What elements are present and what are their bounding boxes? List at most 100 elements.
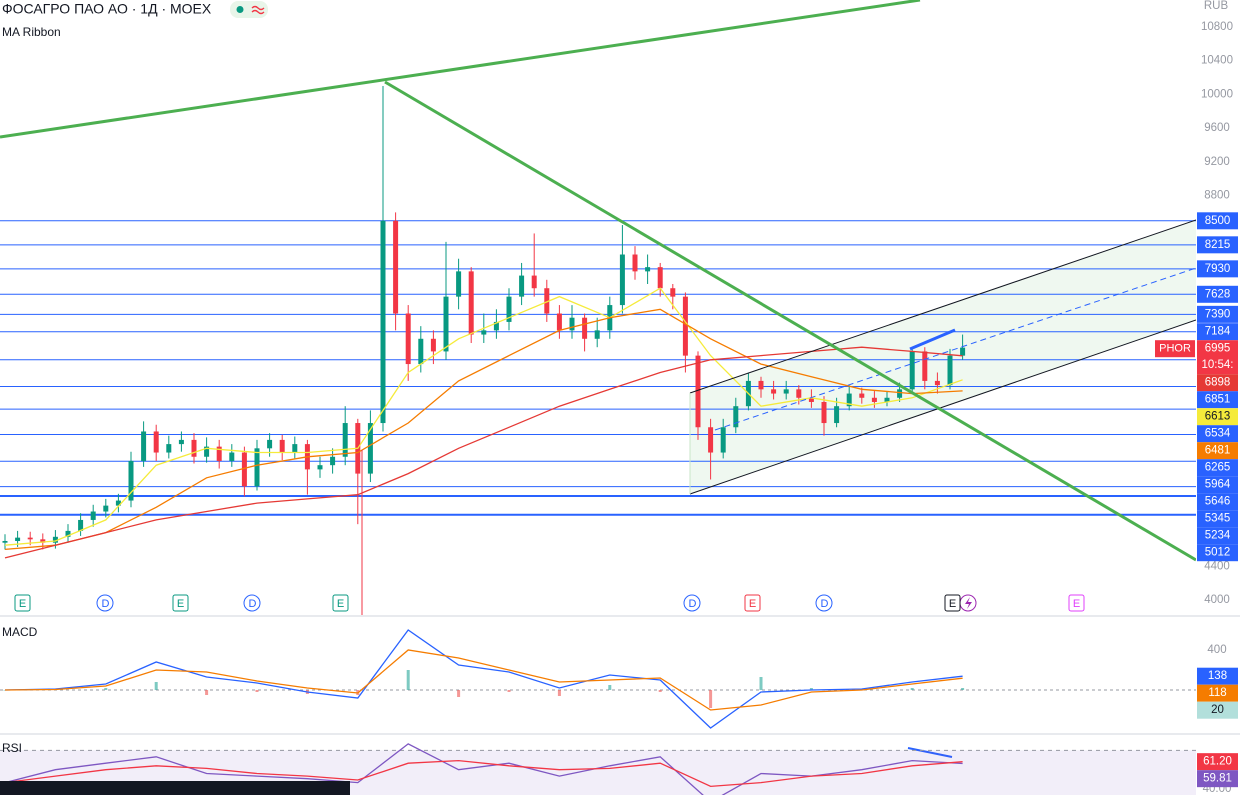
axis-label-bg — [1197, 493, 1238, 511]
histogram-bar — [961, 688, 965, 690]
event-label: E — [749, 598, 756, 610]
candle-body — [330, 456, 336, 466]
split-glyph — [965, 597, 972, 609]
axis-label-bg — [1197, 544, 1238, 562]
axis-label: 5012 — [1205, 547, 1231, 559]
candle-body — [582, 317, 588, 339]
event-label: E — [1073, 598, 1080, 610]
candle-body — [947, 355, 953, 386]
price-pane — [0, 85, 1196, 559]
axis-label-bg — [1197, 340, 1238, 375]
candle-body — [2, 541, 8, 543]
candle-body — [468, 271, 474, 335]
axis-label: 6534 — [1205, 428, 1231, 440]
axis-label: 61.20 — [1203, 756, 1232, 768]
candle-body — [657, 267, 663, 289]
axis-label-bg — [1197, 753, 1238, 771]
axis-label-bg — [1197, 323, 1238, 341]
event-marker — [1068, 594, 1085, 612]
axis-label: 7930 — [1205, 263, 1231, 275]
axis-label: 6265 — [1205, 462, 1231, 474]
event-label: E — [949, 598, 956, 610]
candle-body — [594, 330, 600, 339]
divergence-line — [907, 747, 953, 758]
candle-body — [506, 296, 512, 322]
axis-label: 59.81 — [1203, 773, 1232, 785]
event-marker — [96, 594, 114, 612]
trend-line — [384, 80, 1196, 562]
candle-body — [443, 296, 449, 352]
series-line — [4, 759, 963, 788]
axis-label-bg — [1197, 260, 1238, 278]
candle-body — [430, 338, 436, 352]
candle-body — [846, 393, 852, 407]
histogram-bar — [658, 690, 662, 692]
candle-body — [682, 296, 688, 356]
countdown: 10:54: — [1202, 359, 1234, 371]
y-tick-label: 9600 — [1204, 122, 1230, 134]
y-tick-label: 40.00 — [1203, 783, 1232, 795]
candle-body — [771, 389, 777, 394]
candle-body — [15, 537, 21, 542]
status-icon — [251, 5, 265, 15]
candle-body — [342, 423, 348, 457]
series-line — [4, 743, 963, 795]
candle-body — [544, 288, 550, 314]
candle-body — [934, 380, 940, 386]
candle-body — [317, 465, 323, 470]
candle-body — [141, 431, 147, 461]
axis-label: 7184 — [1205, 326, 1231, 338]
event-marker — [332, 594, 349, 612]
event-marker — [683, 594, 701, 612]
axis-label: 118 — [1208, 687, 1226, 699]
candle-body — [531, 275, 537, 289]
candle-body — [178, 439, 184, 445]
candle-body — [619, 254, 625, 306]
axis-label: 7390 — [1205, 308, 1231, 320]
histogram-bar — [910, 688, 914, 690]
histogram-bar — [457, 690, 461, 697]
candle-body — [103, 505, 109, 512]
series-line — [4, 649, 963, 711]
event-label: E — [337, 598, 344, 610]
axis-label: 5646 — [1205, 496, 1231, 508]
candle-body — [166, 444, 172, 453]
axis-label: 138 — [1208, 670, 1227, 682]
axis-label: 6898 — [1205, 377, 1231, 389]
symbol-tag-bg — [1155, 340, 1195, 358]
candle-body — [871, 397, 877, 402]
candle-body — [922, 351, 928, 381]
candle-body — [204, 446, 210, 457]
axis-label-bg — [1197, 285, 1238, 303]
candle-body — [153, 431, 159, 453]
channel-mid — [714, 267, 1196, 431]
axis-label-bg — [1197, 476, 1238, 494]
axis-label: 5964 — [1205, 479, 1231, 491]
indicator-label: MA Ribbon — [2, 25, 61, 39]
candle-body — [884, 397, 890, 402]
histogram-bar — [104, 688, 108, 690]
y-tick-label: 8800 — [1204, 190, 1230, 202]
event-marker — [172, 594, 189, 612]
series-line — [4, 629, 963, 729]
event-marker — [14, 594, 31, 612]
split-icon — [959, 594, 977, 612]
event-label: D — [821, 598, 829, 610]
candle-body — [796, 389, 802, 398]
event-marker — [815, 594, 833, 612]
candle-body — [708, 427, 714, 453]
divergence-line — [909, 328, 956, 351]
axis-label-bg — [1197, 701, 1238, 719]
candle-body — [52, 536, 58, 543]
axis-label-bg — [1197, 374, 1238, 392]
series-line — [4, 346, 963, 559]
channel-lower — [689, 319, 1196, 495]
currency: RUB — [1204, 0, 1229, 12]
axis-label: 8500 — [1205, 215, 1231, 227]
drawings — [0, 0, 1196, 615]
y-tick-label: 9200 — [1204, 156, 1230, 168]
candle-body — [834, 406, 840, 424]
y-tick-label: 10000 — [1201, 88, 1233, 100]
axis-label: 6995 — [1205, 343, 1231, 355]
